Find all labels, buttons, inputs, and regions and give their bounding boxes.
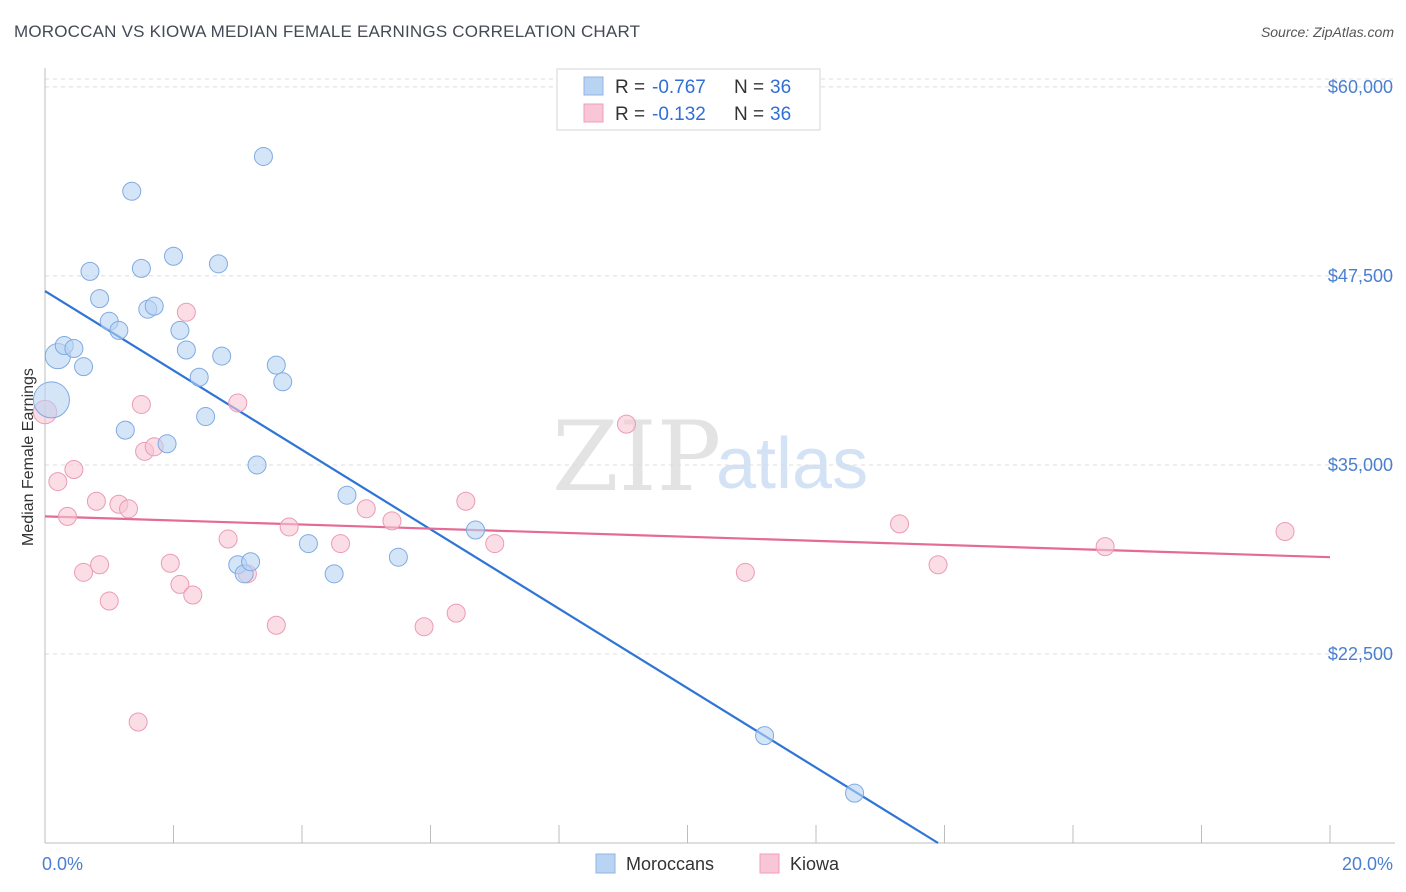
- point-kiowa: [128, 712, 148, 732]
- point-moroccans: [144, 296, 164, 316]
- point-kiowa: [90, 555, 110, 575]
- point-moroccans: [189, 367, 209, 387]
- bottom-legend-swatch-moroccans: [595, 853, 616, 874]
- legend-swatch-kiowa: [583, 103, 604, 123]
- point-kiowa: [183, 585, 203, 605]
- point-kiowa: [485, 534, 505, 554]
- bottom-legend-swatch-kiowa: [759, 853, 780, 874]
- x-tick-label: 0.0%: [42, 854, 83, 874]
- point-kiowa: [170, 574, 190, 594]
- x-tick-label: 20.0%: [1342, 854, 1393, 874]
- bottom-legend: Moroccans Kiowa: [595, 853, 840, 874]
- point-kiowa: [735, 562, 755, 582]
- point-moroccans: [80, 261, 100, 281]
- bottom-legend-kiowa: Kiowa: [790, 854, 840, 874]
- point-kiowa: [616, 414, 636, 434]
- y-tick-label: $35,000: [1328, 455, 1393, 475]
- point-kiowa: [356, 499, 376, 519]
- point-moroccans: [122, 181, 142, 201]
- point-kiowa: [331, 534, 351, 554]
- point-moroccans: [845, 783, 865, 803]
- legend-r-label-kiowa: R =: [615, 104, 645, 125]
- point-kiowa: [382, 511, 402, 531]
- watermark-atlas: atlas: [716, 424, 868, 504]
- point-moroccans: [157, 434, 177, 454]
- point-kiowa: [119, 499, 139, 519]
- legend-swatch-moroccans: [583, 76, 604, 96]
- point-moroccans: [324, 564, 344, 584]
- point-kiowa: [48, 472, 68, 492]
- point-moroccans: [176, 340, 196, 360]
- point-moroccans: [388, 547, 408, 567]
- point-kiowa: [890, 514, 910, 534]
- point-kiowa: [160, 553, 180, 573]
- legend-r-value-moroccans: -0.767: [652, 77, 706, 98]
- point-moroccans: [74, 357, 94, 377]
- point-moroccans: [241, 552, 261, 572]
- watermark-zip: ZIP: [552, 401, 721, 513]
- point-kiowa: [176, 302, 196, 322]
- point-kiowa: [57, 506, 77, 526]
- point-kiowa: [456, 491, 476, 511]
- y-tick-label: $60,000: [1328, 77, 1393, 97]
- point-kiowa: [266, 615, 286, 635]
- legend-n-value-kiowa: 36: [770, 104, 791, 125]
- point-moroccans: [247, 455, 267, 475]
- point-kiowa: [928, 555, 948, 575]
- point-kiowa: [228, 393, 248, 413]
- point-moroccans: [273, 372, 293, 392]
- legend-r-value-kiowa: -0.132: [652, 104, 706, 125]
- point-moroccans: [337, 485, 357, 505]
- point-kiowa: [279, 517, 299, 537]
- trend-line-kiowa: [44, 515, 1331, 559]
- point-moroccans: [755, 726, 775, 746]
- point-moroccans: [266, 355, 286, 375]
- point-kiowa: [99, 591, 119, 611]
- legend-n-label-moroccans: N =: [734, 77, 764, 98]
- axes: [44, 68, 1395, 844]
- point-moroccans: [109, 320, 129, 340]
- point-moroccans: [212, 346, 232, 366]
- point-moroccans: [465, 520, 485, 540]
- data-points: [32, 146, 1295, 803]
- legend-n-value-moroccans: 36: [770, 77, 791, 98]
- chart-title: MOROCCAN VS KIOWA MEDIAN FEMALE EARNINGS…: [14, 22, 641, 41]
- point-moroccans: [131, 258, 151, 278]
- point-moroccans: [64, 339, 84, 359]
- point-kiowa: [64, 459, 84, 479]
- point-moroccans: [32, 381, 70, 419]
- y-tick-label: $22,500: [1328, 644, 1393, 664]
- point-moroccans: [298, 534, 318, 554]
- point-kiowa: [218, 529, 238, 549]
- point-moroccans: [208, 254, 228, 274]
- point-kiowa: [446, 603, 466, 623]
- legend: R = -0.767 N = 36 R = -0.132 N = 36: [556, 68, 821, 131]
- point-moroccans: [253, 146, 273, 166]
- y-axis-label: Median Female Earnings: [20, 368, 37, 546]
- point-moroccans: [164, 246, 183, 266]
- point-moroccans: [90, 289, 110, 309]
- point-kiowa: [131, 394, 151, 414]
- point-moroccans: [170, 320, 190, 340]
- point-kiowa: [1095, 537, 1115, 557]
- legend-r-label-moroccans: R =: [615, 77, 645, 98]
- point-moroccans: [115, 420, 135, 440]
- point-moroccans: [196, 407, 216, 427]
- point-kiowa: [1275, 521, 1295, 541]
- point-kiowa: [74, 562, 94, 582]
- legend-n-label-kiowa: N =: [734, 104, 764, 125]
- bottom-legend-moroccans: Moroccans: [626, 854, 714, 874]
- point-kiowa: [414, 617, 434, 637]
- tick-labels: $22,500 $35,000 $47,500 $60,000 0.0% 20.0%: [42, 77, 1393, 874]
- y-tick-label: $47,500: [1328, 266, 1393, 286]
- chart-source: Source: ZipAtlas.com: [1260, 24, 1394, 40]
- point-kiowa: [86, 491, 106, 511]
